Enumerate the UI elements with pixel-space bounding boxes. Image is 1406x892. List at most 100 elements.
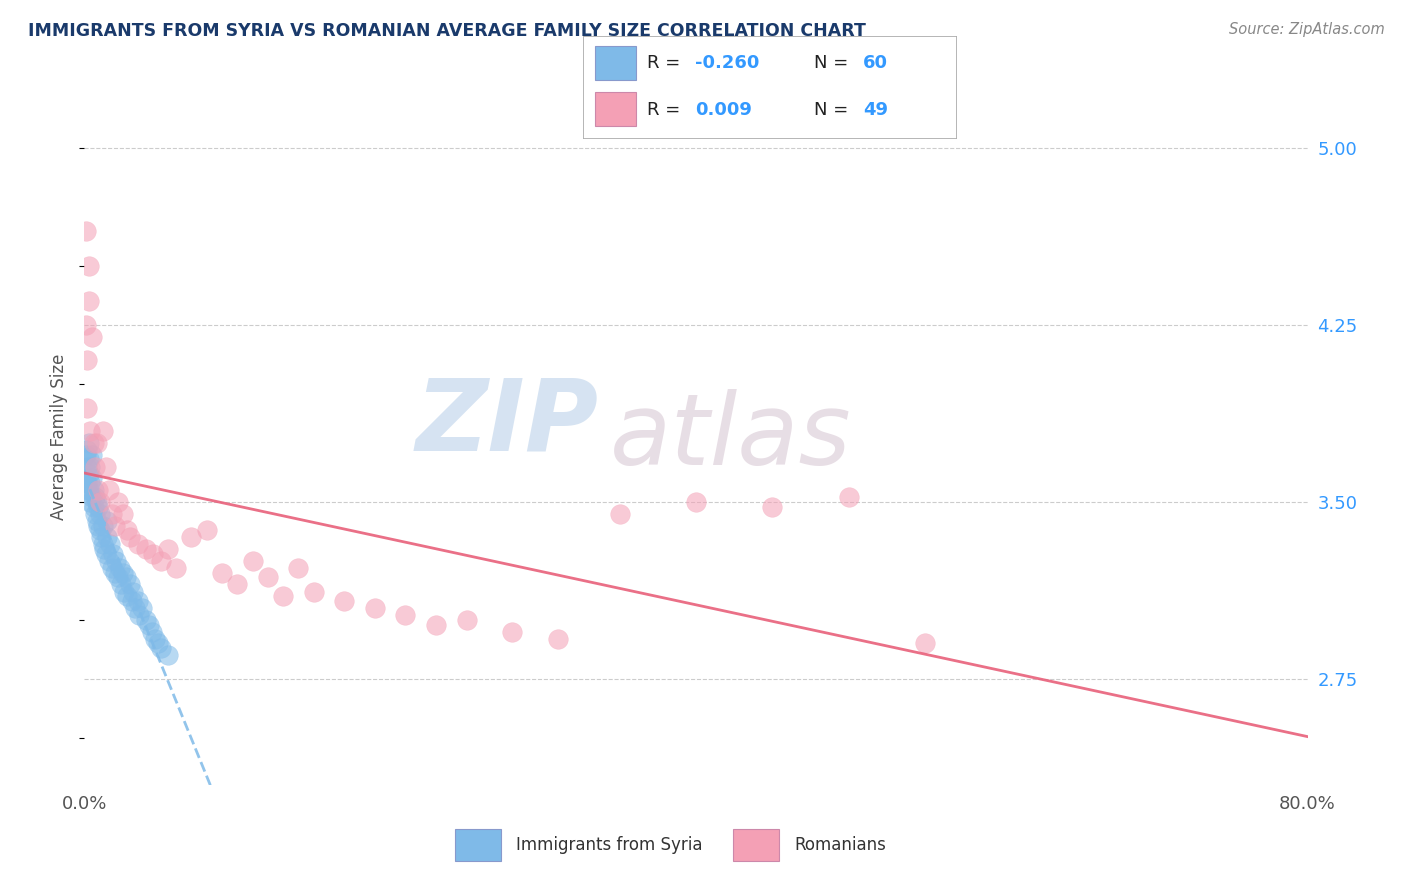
- Point: [91, 518, 114, 533]
- Point: [80, 330, 103, 344]
- Point: [547, 632, 569, 646]
- Bar: [456, 830, 501, 861]
- Point: [914, 636, 936, 650]
- Point: [83, 483, 105, 497]
- Text: atlas: atlas: [610, 389, 852, 485]
- Point: [394, 608, 416, 623]
- Point: [96, 530, 118, 544]
- Point: [86, 495, 108, 509]
- Point: [135, 542, 157, 557]
- Point: [91, 424, 114, 438]
- Point: [75, 483, 97, 497]
- Point: [287, 561, 309, 575]
- Point: [75, 224, 97, 238]
- Point: [226, 577, 249, 591]
- Point: [79, 424, 101, 438]
- Point: [115, 523, 138, 537]
- Point: [76, 353, 98, 368]
- Text: N =: N =: [814, 101, 855, 119]
- Text: R =: R =: [647, 54, 686, 72]
- Point: [77, 436, 100, 450]
- Point: [108, 561, 131, 575]
- Point: [127, 594, 149, 608]
- Point: [685, 495, 707, 509]
- Point: [141, 624, 163, 639]
- Point: [364, 601, 387, 615]
- Point: [111, 507, 134, 521]
- Point: [89, 507, 111, 521]
- Point: [138, 617, 160, 632]
- Point: [86, 514, 108, 528]
- Point: [96, 514, 118, 528]
- Point: [77, 452, 100, 467]
- Point: [94, 547, 117, 561]
- Point: [84, 490, 107, 504]
- Point: [131, 601, 153, 615]
- Text: -0.260: -0.260: [695, 54, 759, 72]
- Point: [77, 294, 100, 309]
- Point: [79, 459, 101, 474]
- Point: [103, 547, 125, 561]
- Text: R =: R =: [647, 101, 686, 119]
- Point: [127, 537, 149, 551]
- Text: IMMIGRANTS FROM SYRIA VS ROMANIAN AVERAGE FAMILY SIZE CORRELATION CHART: IMMIGRANTS FROM SYRIA VS ROMANIAN AVERAG…: [28, 22, 866, 40]
- Point: [146, 636, 169, 650]
- Point: [75, 448, 97, 462]
- Point: [79, 476, 101, 491]
- Point: [84, 459, 107, 474]
- Point: [502, 624, 524, 639]
- Point: [104, 518, 127, 533]
- Point: [97, 483, 120, 497]
- Text: N =: N =: [814, 54, 855, 72]
- Point: [165, 561, 187, 575]
- Point: [195, 523, 218, 537]
- Point: [77, 259, 100, 273]
- Point: [104, 566, 127, 580]
- Point: [101, 561, 124, 575]
- Point: [97, 554, 120, 568]
- Text: Source: ZipAtlas.com: Source: ZipAtlas.com: [1229, 22, 1385, 37]
- Text: ZIP: ZIP: [415, 375, 598, 472]
- Point: [87, 500, 110, 514]
- Point: [157, 542, 180, 557]
- Point: [77, 483, 100, 497]
- Point: [76, 443, 98, 458]
- Y-axis label: Average Family Size: Average Family Size: [51, 354, 69, 520]
- Point: [110, 577, 132, 591]
- Point: [90, 530, 112, 544]
- Point: [180, 530, 202, 544]
- Point: [107, 495, 129, 509]
- Point: [83, 500, 105, 514]
- Point: [271, 589, 294, 603]
- Text: 49: 49: [863, 101, 889, 119]
- Point: [761, 500, 783, 514]
- Point: [94, 459, 117, 474]
- Point: [83, 436, 105, 450]
- Text: 60: 60: [863, 54, 889, 72]
- Point: [75, 471, 97, 485]
- Point: [838, 490, 860, 504]
- Bar: [734, 830, 779, 861]
- Text: Immigrants from Syria: Immigrants from Syria: [516, 836, 702, 855]
- Point: [112, 584, 135, 599]
- Point: [76, 401, 98, 415]
- Point: [211, 566, 233, 580]
- Point: [91, 537, 114, 551]
- Point: [142, 547, 165, 561]
- Point: [77, 467, 100, 481]
- Point: [89, 495, 111, 509]
- Text: 0.009: 0.009: [695, 101, 752, 119]
- Point: [456, 613, 478, 627]
- Text: Romanians: Romanians: [794, 836, 886, 855]
- Point: [120, 577, 142, 591]
- Point: [84, 507, 107, 521]
- Point: [120, 530, 142, 544]
- Point: [122, 584, 145, 599]
- Point: [105, 554, 128, 568]
- Point: [124, 601, 146, 615]
- Point: [257, 570, 280, 584]
- Point: [115, 589, 138, 603]
- Point: [93, 542, 115, 557]
- Point: [157, 648, 180, 663]
- Point: [87, 518, 110, 533]
